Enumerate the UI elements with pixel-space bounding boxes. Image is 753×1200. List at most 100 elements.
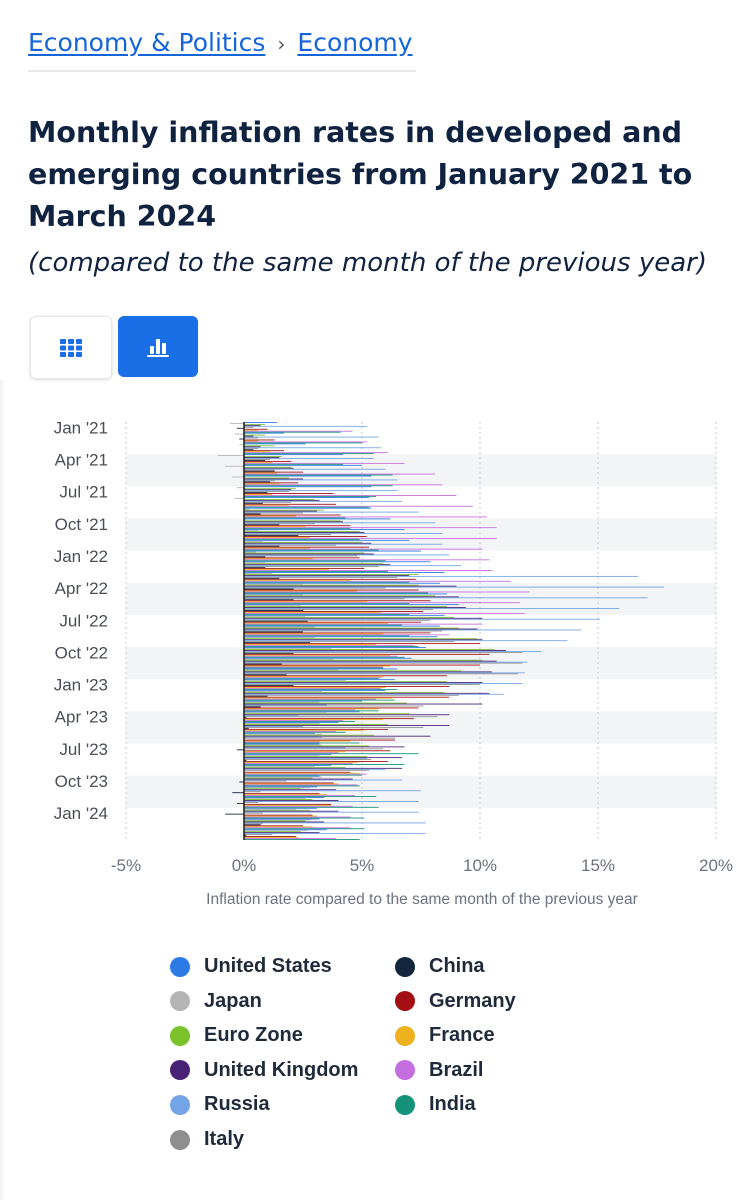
bar-euro-zone [244, 466, 292, 468]
bar-russia [244, 447, 381, 449]
bar-france [244, 687, 386, 688]
bar-india [244, 592, 429, 594]
bar-united-states [244, 797, 325, 799]
bar-brazil [244, 827, 351, 829]
bar-euro-zone [244, 820, 306, 822]
legend-item-india[interactable]: India [395, 1093, 476, 1116]
bar-germany [244, 632, 431, 634]
bar-japan [244, 605, 301, 607]
chart-view-button[interactable] [118, 316, 198, 377]
bar-united-kingdom [244, 628, 478, 630]
bar-italy [244, 802, 259, 803]
legend-item-france[interactable]: France [395, 1024, 495, 1047]
bar-euro-zone [244, 702, 407, 704]
bar-euro-zone [244, 766, 346, 768]
bar-united-states [244, 454, 344, 456]
legend-swatch [395, 1025, 415, 1046]
bar-italy [244, 523, 315, 525]
bar-united-kingdom [244, 789, 337, 791]
bar-euro-zone [244, 434, 266, 436]
bar-france [244, 494, 273, 495]
bar-italy [244, 684, 480, 685]
bar-euro-zone [244, 691, 445, 693]
legend-item-italy[interactable]: Italy [170, 1128, 244, 1151]
bar-united-states [244, 550, 421, 552]
bar-china [244, 727, 249, 729]
bar-brazil [244, 548, 483, 550]
bar-italy [244, 576, 398, 578]
bar-united-states [244, 668, 398, 670]
bar-euro-zone [244, 423, 266, 425]
y-tick-label: Oct '23 [55, 772, 108, 791]
bar-italy [244, 619, 431, 621]
bar-india [244, 538, 360, 540]
bar-united-kingdom [244, 457, 280, 458]
bar-india [244, 678, 379, 680]
bar-united-states [244, 561, 431, 563]
bar-germany [244, 450, 285, 452]
bar-united-kingdom [244, 682, 483, 684]
bar-germany [244, 439, 275, 441]
bar-russia [244, 661, 528, 663]
bar-united-kingdom [244, 446, 261, 448]
bar-united-kingdom [244, 564, 391, 566]
legend-label: United Kingdom [204, 1058, 359, 1081]
bar-china [244, 642, 311, 644]
legend-item-germany[interactable]: Germany [395, 990, 516, 1013]
breadcrumb-link-economy[interactable]: Economy [297, 28, 413, 57]
bar-china [244, 502, 263, 504]
legend-item-brazil[interactable]: Brazil [395, 1059, 483, 1082]
bar-japan [244, 744, 322, 746]
bar-brazil [244, 559, 490, 561]
breadcrumb-link-economy-politics[interactable]: Economy & Politics [28, 28, 266, 57]
bar-russia [244, 704, 327, 706]
bar-united-states [244, 732, 315, 734]
bar-russia [244, 758, 367, 760]
bar-china [244, 599, 294, 601]
bar-united-kingdom [244, 703, 483, 705]
bar-japan [244, 712, 327, 714]
bar-italy [244, 555, 358, 557]
bar-united-states [244, 507, 372, 509]
bar-brazil [244, 752, 339, 754]
grid-icon [60, 338, 82, 357]
bar-united-states [244, 700, 362, 702]
bar-france [244, 794, 327, 796]
bar-italy [244, 769, 370, 771]
legend-swatch [170, 956, 190, 977]
bar-japan [244, 808, 296, 810]
bar-russia [244, 575, 639, 577]
bar-china [244, 492, 268, 494]
bar-france [244, 633, 384, 635]
legend-item-japan[interactable]: Japan [170, 990, 262, 1013]
legend-item-china[interactable]: China [395, 955, 485, 978]
bar-germany [244, 707, 419, 709]
bar-japan [234, 433, 244, 435]
bar-india [244, 571, 388, 572]
bar-china [236, 427, 244, 429]
bar-france [244, 558, 313, 560]
bar-russia [244, 522, 436, 524]
legend-item-united-states[interactable]: United States [170, 955, 332, 978]
legend-item-united-kingdom[interactable]: United Kingdom [170, 1059, 358, 1082]
bar-united-kingdom [244, 607, 466, 609]
legend-item-russia[interactable]: Russia [170, 1093, 270, 1116]
bar-italy [244, 641, 455, 643]
bar-india [244, 785, 360, 787]
bar-euro-zone [244, 488, 296, 490]
legend-item-euro-zone[interactable]: Euro Zone [170, 1024, 303, 1047]
bar-india [244, 742, 360, 744]
bar-italy [244, 512, 303, 514]
bar-china [244, 481, 270, 483]
bar-germany [244, 568, 365, 570]
bar-japan [239, 444, 244, 446]
bar-germany [244, 718, 414, 720]
bar-japan [244, 830, 308, 832]
bar-japan [244, 690, 322, 692]
bar-france [244, 719, 384, 721]
table-view-button[interactable] [30, 316, 112, 379]
bar-france [244, 612, 381, 613]
bar-germany [244, 664, 480, 666]
bar-russia [244, 500, 403, 502]
bar-italy [244, 673, 518, 675]
